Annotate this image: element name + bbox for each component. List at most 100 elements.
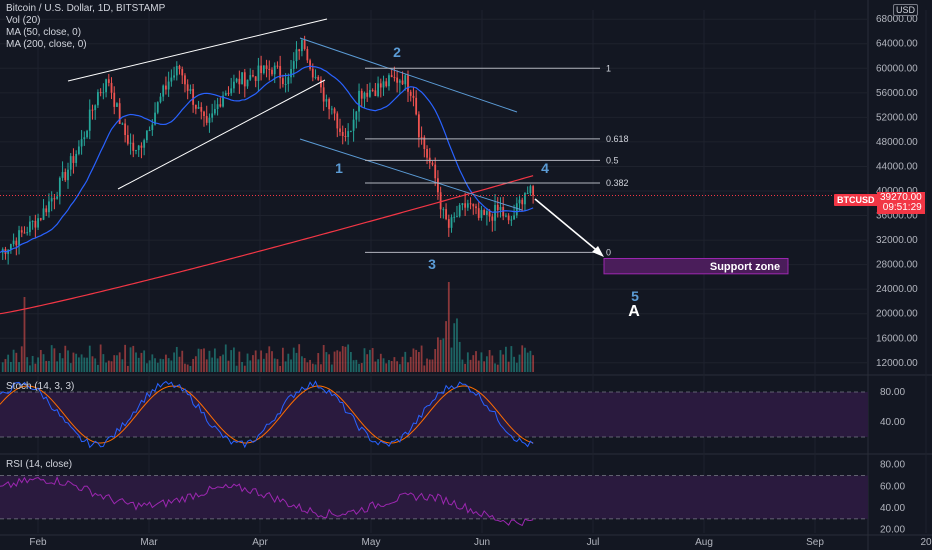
volume-bar xyxy=(29,365,31,372)
volume-bar xyxy=(415,349,418,372)
candle-body xyxy=(491,216,494,221)
volume-bar xyxy=(72,352,75,372)
volume-bar xyxy=(7,354,10,372)
ma50-line xyxy=(0,65,534,254)
candle-body xyxy=(23,232,26,234)
price-tick-label: 12000.00 xyxy=(876,358,918,369)
price-tick-label: 60000.00 xyxy=(876,63,918,74)
candle-body xyxy=(309,60,311,69)
volume-bar xyxy=(336,350,339,372)
legend-vol: Vol (20) xyxy=(6,15,41,26)
volume-bar xyxy=(417,351,420,372)
fib-level-label: 1 xyxy=(606,63,611,73)
volume-bar xyxy=(485,356,488,372)
volume-bar xyxy=(363,348,366,372)
candle-body xyxy=(532,186,535,196)
candle-body xyxy=(322,87,325,102)
wave-label-5: 5 xyxy=(631,288,639,304)
volume-bar xyxy=(45,360,48,372)
price-tick-label: 52000.00 xyxy=(876,112,918,123)
candle-body xyxy=(377,83,379,97)
volume-bar xyxy=(268,346,271,372)
volume-bar xyxy=(181,350,184,372)
fib-level-label: 0.5 xyxy=(606,155,619,165)
volume-bar xyxy=(9,361,12,372)
candle-body xyxy=(475,206,477,209)
volume-bar xyxy=(409,356,412,372)
candle-body xyxy=(42,208,45,220)
time-tick-label: Mar xyxy=(140,537,158,548)
volume-bar xyxy=(69,363,72,372)
volume-bar xyxy=(499,350,502,372)
volume-bar xyxy=(151,354,154,372)
candle-body xyxy=(412,95,415,98)
volume-bar xyxy=(132,345,135,372)
volume-bar xyxy=(224,344,227,372)
volume-bar xyxy=(246,353,249,372)
volume-bar xyxy=(412,348,415,372)
volume-bar xyxy=(170,360,173,372)
candle-body xyxy=(105,79,107,93)
candle-body xyxy=(347,131,350,137)
candle-body xyxy=(88,109,91,131)
candle-body xyxy=(246,79,249,87)
volume-bar xyxy=(494,363,496,372)
candle-body xyxy=(252,75,254,77)
volume-bar xyxy=(306,362,309,372)
volume-bar xyxy=(110,361,113,372)
candle-body xyxy=(77,146,80,154)
volume-bar xyxy=(358,363,360,372)
volume-bar xyxy=(116,355,118,372)
candle-body xyxy=(156,102,159,113)
price-tick-label: 68000.00 xyxy=(876,14,918,25)
currency-badge[interactable]: USD xyxy=(893,4,919,16)
candle-body xyxy=(20,230,23,233)
candle-body xyxy=(281,78,284,85)
candle-body xyxy=(336,113,339,129)
time-tick-label: Apr xyxy=(252,537,268,548)
candle-body xyxy=(382,81,385,88)
candle-body xyxy=(401,80,404,85)
volume-bar xyxy=(97,364,99,372)
candle-body xyxy=(165,85,167,90)
stoch-tick-label: 80.00 xyxy=(880,387,905,398)
candle-body xyxy=(162,85,165,97)
candle-body xyxy=(219,104,222,107)
candle-body xyxy=(290,68,292,78)
volume-bar xyxy=(238,351,241,372)
candle-body xyxy=(69,156,72,170)
support-zone-label: Support zone xyxy=(710,261,780,273)
volume-bar xyxy=(227,360,230,372)
volume-bar xyxy=(31,355,34,372)
volume-bar xyxy=(235,365,238,372)
candle-body xyxy=(249,75,252,80)
candle-body xyxy=(151,124,154,131)
volume-bar xyxy=(58,353,61,372)
candle-body xyxy=(320,79,322,88)
volume-bar xyxy=(344,346,347,372)
volume-bar xyxy=(320,364,322,372)
candle-body xyxy=(143,140,146,148)
stoch-d-line xyxy=(0,385,534,444)
candle-body xyxy=(352,119,355,131)
candle-body xyxy=(233,81,235,89)
volume-bar xyxy=(156,362,159,372)
candle-body xyxy=(86,130,88,138)
volume-bar xyxy=(126,365,129,372)
volume-bar xyxy=(526,352,529,372)
volume-bar xyxy=(281,347,284,372)
candle-body xyxy=(415,97,418,115)
candle-body xyxy=(132,142,135,151)
candle-body xyxy=(203,111,205,117)
volume-bar xyxy=(279,365,282,372)
volume-bar xyxy=(349,351,352,372)
volume-bar xyxy=(420,345,423,372)
volume-bar xyxy=(273,358,276,372)
volume-bar xyxy=(1,362,4,372)
volume-bar xyxy=(475,351,477,372)
candle-body xyxy=(135,150,137,152)
candle-body xyxy=(173,75,175,78)
candle-body xyxy=(507,215,510,221)
wave-label-1: 1 xyxy=(335,160,343,176)
